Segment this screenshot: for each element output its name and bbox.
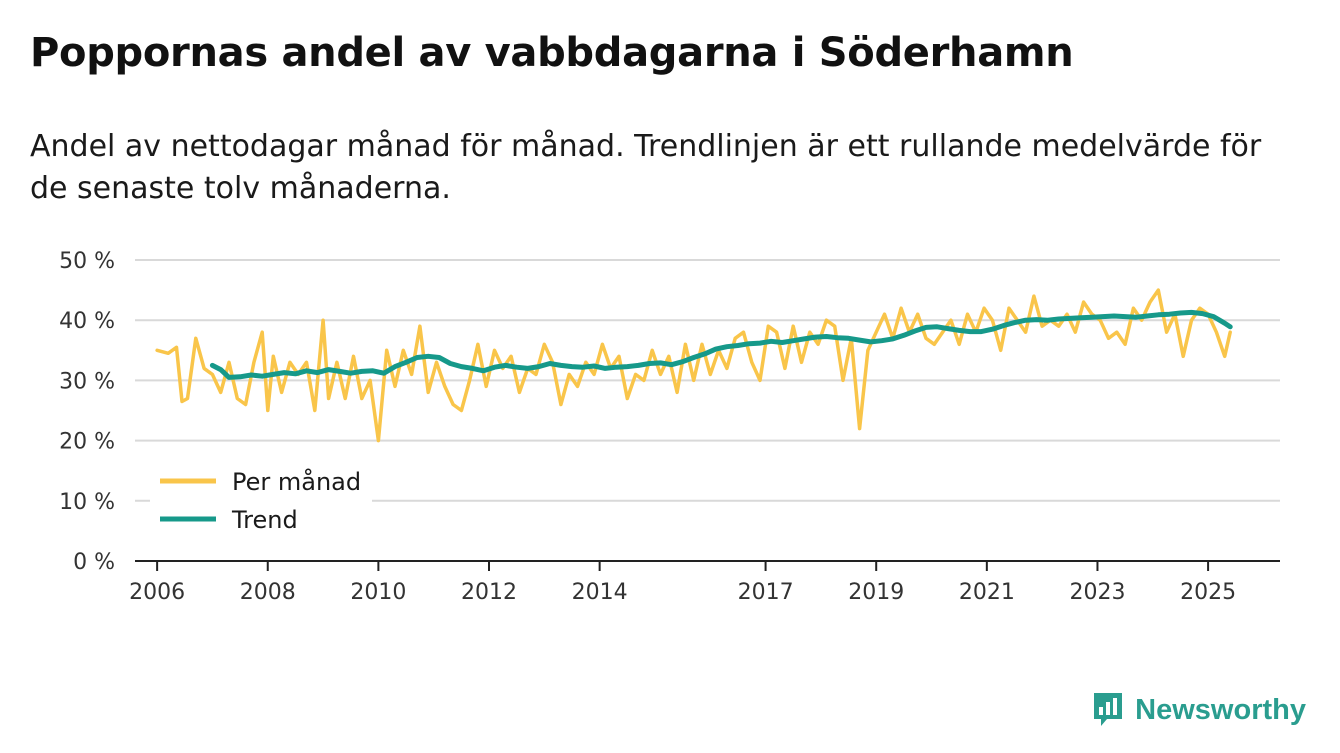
- legend: Per månad Trend: [150, 460, 372, 542]
- x-tick-label: 2010: [350, 580, 406, 605]
- chart-title: Poppornas andel av vabbdagarna i Söderha…: [30, 30, 1074, 76]
- series-line-per-manad: [155, 288, 1232, 443]
- legend-background: [150, 460, 372, 542]
- x-tick-label: 2019: [848, 580, 904, 605]
- x-tick-label: 2008: [240, 580, 296, 605]
- brand-name: Newsworthy: [1135, 693, 1306, 726]
- chart-subtitle: Andel av nettodagar månad för månad. Tre…: [30, 129, 1262, 206]
- series-line-trend: [209, 309, 1233, 380]
- x-tick-label: 2023: [1069, 580, 1125, 605]
- y-tick-label: 0 %: [73, 550, 115, 575]
- axis-layer: 0 % 10 % 20 % 30 % 40 % 50 % 2006 2008 2010 2012 2…: [59, 249, 1280, 605]
- y-tick-label: 10 %: [59, 490, 115, 515]
- newsworthy-brand: Newsworthy: [1091, 691, 1306, 729]
- x-tick-label: 2012: [461, 580, 517, 605]
- x-tick-label: 2014: [572, 580, 628, 605]
- newsworthy-logo-icon: [1094, 693, 1123, 726]
- x-tick-label: 2006: [129, 580, 185, 605]
- y-tick-label: 40 %: [59, 309, 115, 334]
- x-tick-label: 2021: [959, 580, 1015, 605]
- series-layer: [155, 288, 1233, 443]
- legend-label-trend: Trend: [231, 506, 298, 534]
- y-tick-label: 20 %: [59, 430, 115, 455]
- x-tick-label: 2017: [738, 580, 794, 605]
- y-tick-label: 50 %: [59, 249, 115, 274]
- x-tick-label: 2025: [1180, 580, 1236, 605]
- y-tick-label: 30 %: [59, 369, 115, 394]
- legend-label-per-manad: Per månad: [232, 467, 361, 496]
